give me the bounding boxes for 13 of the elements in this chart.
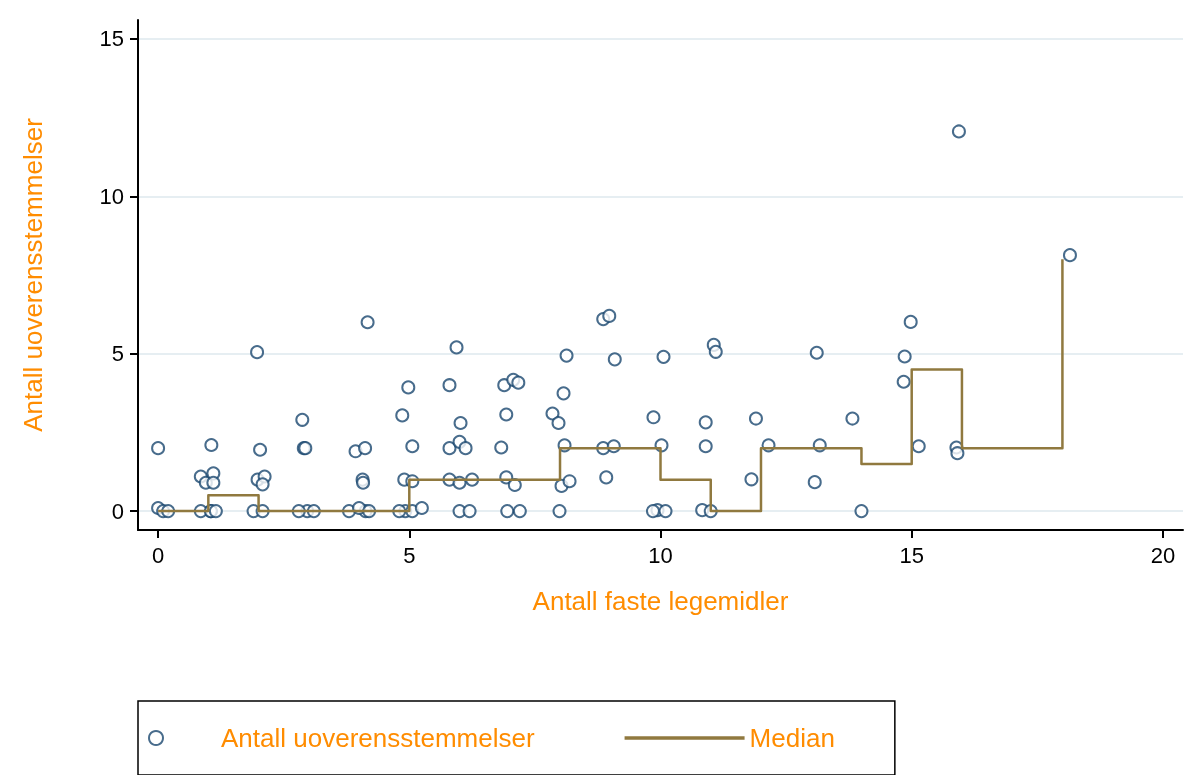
x-tick-label: 10: [648, 542, 673, 568]
x-tick-label: 15: [899, 542, 924, 568]
x-tick-label: 0: [151, 542, 165, 568]
x-axis-title: Antall faste legemidler: [532, 586, 789, 616]
legend-label: Median: [749, 723, 835, 753]
legend-label: Antall uoverensstemmelser: [221, 723, 535, 753]
y-tick-label: 0: [111, 498, 124, 524]
x-tick-label: 5: [403, 542, 416, 568]
y-tick-label: 15: [99, 26, 124, 52]
y-tick-label: 10: [99, 183, 124, 209]
y-tick-label: 5: [111, 341, 124, 367]
x-tick-label: 20: [1150, 542, 1176, 568]
y-axis-title: Antall uoverensstemmelser: [18, 117, 48, 432]
